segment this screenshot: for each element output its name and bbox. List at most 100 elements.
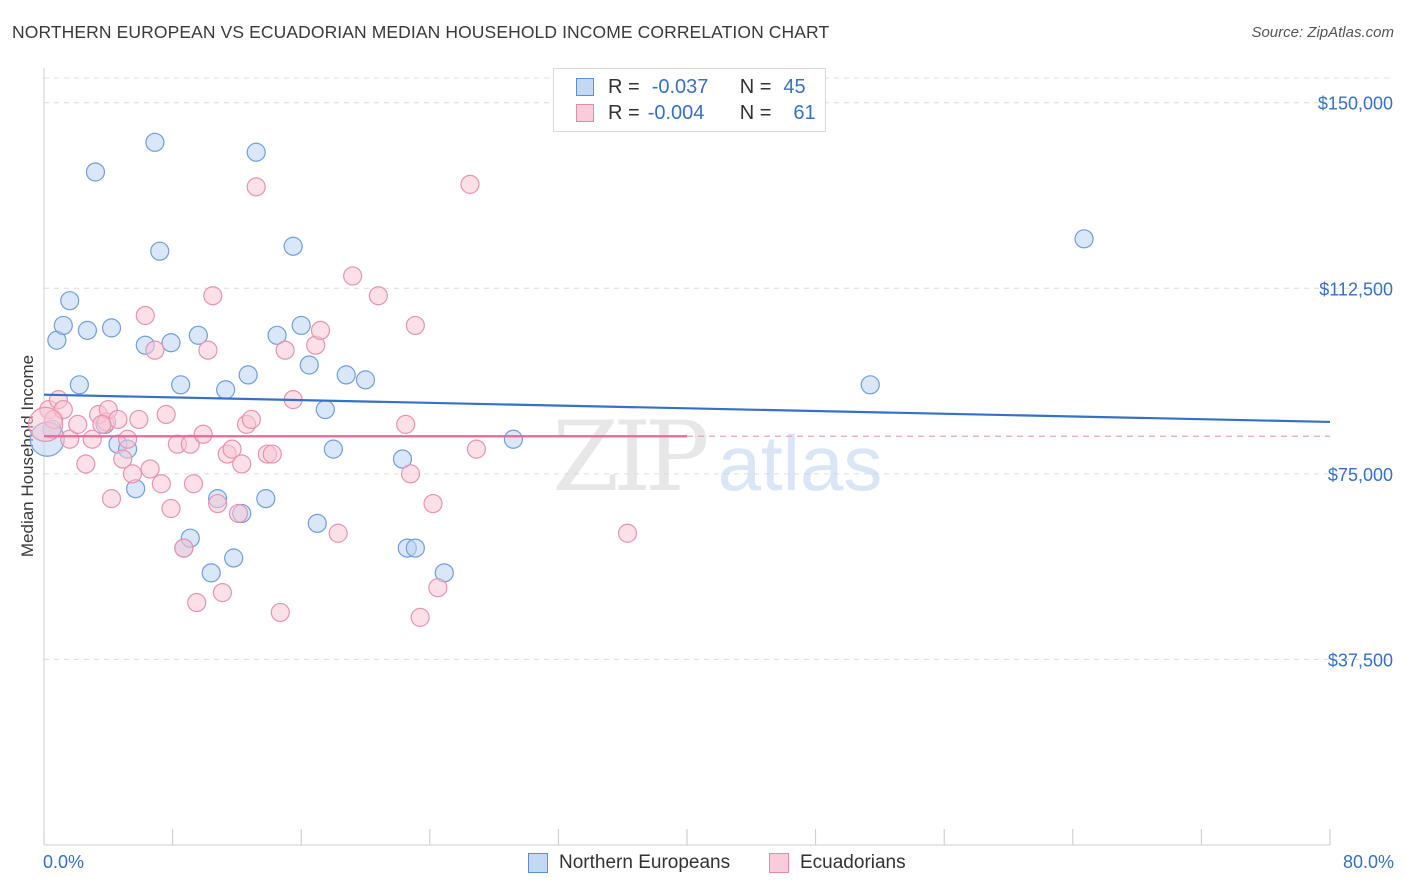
stats-legend-row-ecuadorians: R = -0.004 N = 61 xyxy=(576,101,816,125)
point-northern-europeans xyxy=(267,325,287,345)
point-northern-europeans xyxy=(238,365,258,385)
n-value: 61 xyxy=(793,101,816,124)
point-northern-europeans xyxy=(145,132,165,152)
r-value: -0.037 xyxy=(651,75,709,98)
point-ecuadorians xyxy=(232,454,252,474)
r-label: R = xyxy=(608,101,640,124)
series-legend: Northern Europeans Ecuadorians xyxy=(0,852,1406,878)
point-ecuadorians xyxy=(187,592,207,613)
point-northern-europeans xyxy=(188,325,208,345)
point-ecuadorians xyxy=(460,174,480,194)
point-ecuadorians xyxy=(140,459,160,479)
watermark-zip: ZIP xyxy=(552,401,707,513)
point-northern-europeans xyxy=(216,380,236,400)
point-ecuadorians xyxy=(122,464,143,484)
point-northern-europeans xyxy=(161,333,181,353)
point-ecuadorians xyxy=(145,340,165,360)
point-northern-europeans xyxy=(307,513,327,533)
point-ecuadorians xyxy=(76,454,96,474)
source-label: Source: ZipAtlas.com xyxy=(1251,24,1394,41)
point-ecuadorians xyxy=(203,286,223,306)
point-ecuadorians xyxy=(270,602,290,623)
point-ecuadorians xyxy=(174,538,194,558)
point-northern-europeans xyxy=(299,355,319,375)
blue-swatch-icon xyxy=(528,853,548,873)
point-ecuadorians xyxy=(262,444,282,464)
point-northern-europeans xyxy=(283,236,303,256)
point-ecuadorians xyxy=(151,474,171,494)
point-ecuadorians xyxy=(368,286,388,306)
x-tick-label-max: 80.0% xyxy=(1342,852,1394,872)
point-northern-europeans xyxy=(85,162,106,182)
point-ecuadorians xyxy=(135,305,155,326)
y-tick-label: $75,000 xyxy=(1328,465,1393,485)
point-ecuadorians xyxy=(405,315,425,336)
point-ecuadorians xyxy=(423,493,443,514)
point-northern-europeans xyxy=(355,370,376,390)
point-ecuadorians xyxy=(117,429,138,449)
x-tick-label-min: 0.0% xyxy=(43,852,85,872)
point-ecuadorians xyxy=(183,474,204,494)
y-tick-label: $112,500 xyxy=(1319,279,1393,299)
point-ecuadorians xyxy=(228,503,249,524)
point-northern-europeans xyxy=(291,315,311,336)
point-northern-europeans xyxy=(315,399,335,420)
r-value: -0.004 xyxy=(647,101,705,124)
point-ecuadorians xyxy=(198,340,218,360)
point-ecuadorians xyxy=(82,429,102,449)
n-label: N = xyxy=(739,75,772,98)
point-ecuadorians xyxy=(328,523,348,543)
point-ecuadorians xyxy=(310,320,331,340)
point-ecuadorians xyxy=(241,409,261,430)
point-northern-europeans xyxy=(392,449,413,469)
point-ecuadorians xyxy=(113,449,133,469)
point-ecuadorians xyxy=(246,177,266,197)
point-northern-europeans xyxy=(60,291,80,311)
point-northern-europeans xyxy=(53,315,73,336)
point-northern-europeans xyxy=(201,563,221,583)
point-ecuadorians xyxy=(60,429,80,449)
point-northern-europeans xyxy=(860,375,880,395)
point-ecuadorians xyxy=(275,340,295,360)
point-ecuadorians xyxy=(193,424,213,444)
point-northern-europeans xyxy=(323,439,343,459)
point-ecuadorians xyxy=(617,523,638,543)
point-northern-europeans xyxy=(69,375,89,395)
point-ecuadorians xyxy=(400,464,421,484)
trend-line-northern-europeans xyxy=(43,393,1331,424)
point-ecuadorians xyxy=(466,439,487,459)
point-ecuadorians xyxy=(129,409,149,430)
legend-item-ecuadorians: Ecuadorians xyxy=(769,852,906,874)
point-ecuadorians xyxy=(101,489,122,509)
legend-label: Ecuadorians xyxy=(800,852,906,873)
point-northern-europeans xyxy=(101,318,122,338)
point-northern-europeans xyxy=(1074,229,1094,249)
watermark-atlas: atlas xyxy=(718,419,883,507)
point-northern-europeans xyxy=(77,320,98,340)
point-ecuadorians xyxy=(410,607,430,627)
point-northern-europeans xyxy=(256,489,276,509)
chart-title: NORTHERN EUROPEAN VS ECUADORIAN MEDIAN H… xyxy=(12,22,830,42)
point-ecuadorians xyxy=(428,578,448,598)
blue-swatch-icon xyxy=(576,78,594,96)
stats-legend: R = -0.037 N = 45 R = -0.004 N = 61 xyxy=(553,68,826,132)
point-ecuadorians xyxy=(343,266,363,286)
point-ecuadorians xyxy=(68,414,88,434)
point-ecuadorians xyxy=(208,493,228,514)
y-tick-label: $150,000 xyxy=(1318,94,1393,114)
legend-item-northern-europeans: Northern Europeans xyxy=(528,852,730,874)
point-northern-europeans xyxy=(336,365,356,385)
point-ecuadorians xyxy=(212,583,233,603)
point-ecuadorians xyxy=(161,498,181,519)
point-northern-europeans xyxy=(224,548,244,568)
point-ecuadorians xyxy=(92,414,112,434)
point-northern-europeans xyxy=(246,142,266,162)
point-northern-europeans xyxy=(150,241,170,261)
point-ecuadorians xyxy=(28,406,64,442)
y-tick-label: $37,500 xyxy=(1328,650,1393,670)
point-ecuadorians xyxy=(222,439,242,459)
n-value: 45 xyxy=(783,75,806,98)
stats-legend-row-northern-europeans: R = -0.037 N = 45 xyxy=(576,75,806,99)
point-ecuadorians xyxy=(156,404,176,425)
